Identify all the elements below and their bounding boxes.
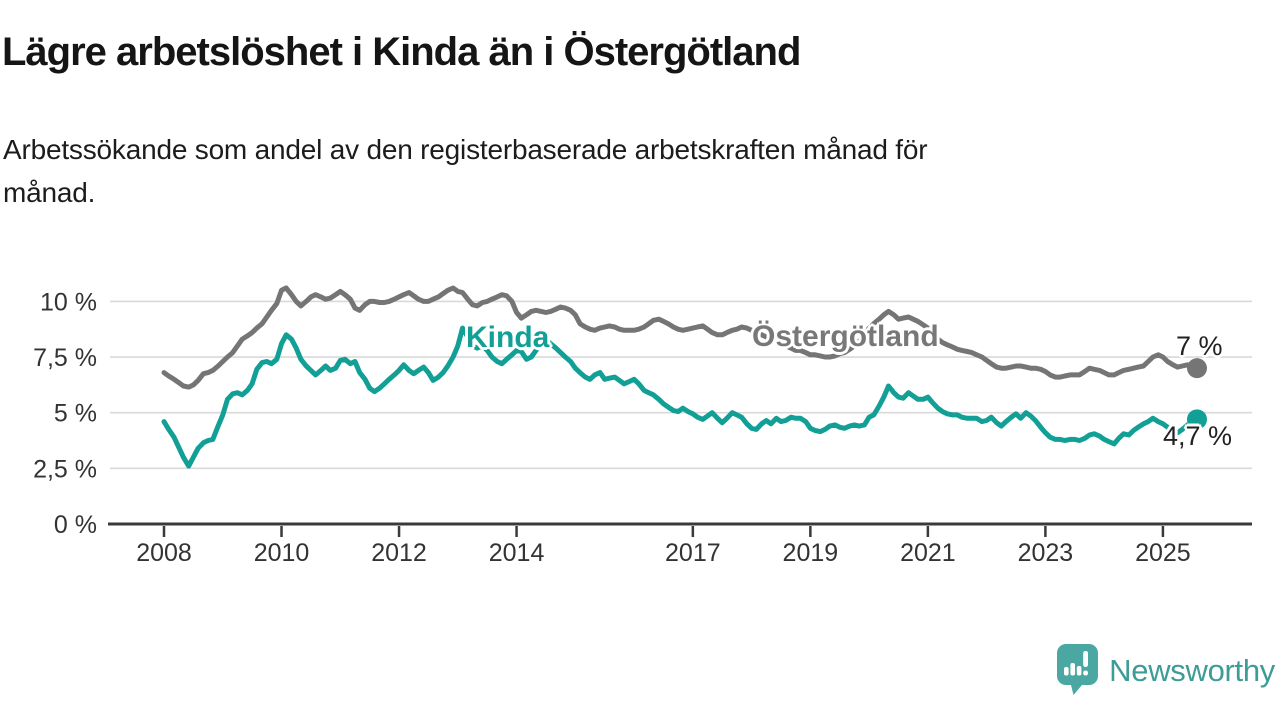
x-axis-label: 2012 (371, 539, 427, 567)
end-value-label-kinda: 4,7 % (1163, 421, 1233, 451)
y-axis-label: 10 % (40, 288, 97, 316)
chart-subtitle-line-1: Arbetssökande som andel av den registerb… (3, 134, 928, 165)
x-axis-label: 2023 (1018, 539, 1074, 567)
newsworthy-icon (1056, 643, 1099, 698)
x-axis-label: 2010 (254, 539, 310, 567)
chart-subtitle-line-2: månad. (3, 177, 96, 208)
y-axis-labels: 10 % 7,5 % 5 % 2,5 % 0 % (33, 288, 97, 539)
series-line-kinda (161, 325, 1200, 469)
x-axis-label: 2008 (136, 539, 192, 567)
y-axis-label: 2,5 % (33, 455, 97, 483)
y-axis-label: 5 % (54, 400, 97, 428)
series-end-dots (1187, 358, 1208, 430)
x-axis-label: 2021 (900, 539, 956, 567)
series-label-ostergotland: Östergötland (752, 320, 939, 353)
x-axis-label: 2014 (489, 539, 545, 567)
x-axis (162, 526, 1165, 537)
y-axis-label: 0 % (54, 511, 97, 539)
series-label-kinda: Kinda (466, 321, 550, 354)
series-end-dot-kinda (1187, 409, 1208, 430)
series-line-stergtland (161, 285, 1200, 390)
x-axis-label: 2017 (665, 539, 721, 567)
x-axis-labels: 2008 2010 2012 2014 2017 2019 2021 2023 2025 (136, 539, 1191, 567)
series-lines (161, 285, 1200, 469)
chart-subtitle: Arbetssökande som andel av den registerb… (3, 128, 928, 214)
x-axis-label: 2025 (1135, 539, 1191, 567)
newsworthy-wordmark: Newsworthy (1109, 653, 1275, 688)
y-axis-label: 7,5 % (33, 344, 97, 372)
end-value-label-ostergotland: 7 % (1176, 331, 1223, 361)
page-title: Lägre arbetslöshet i Kinda än i Östergöt… (2, 30, 801, 74)
x-axis-label: 2019 (783, 539, 839, 567)
newsworthy-logo: Newsworthy (1056, 643, 1275, 698)
series-end-dot-stergtland (1187, 358, 1208, 379)
